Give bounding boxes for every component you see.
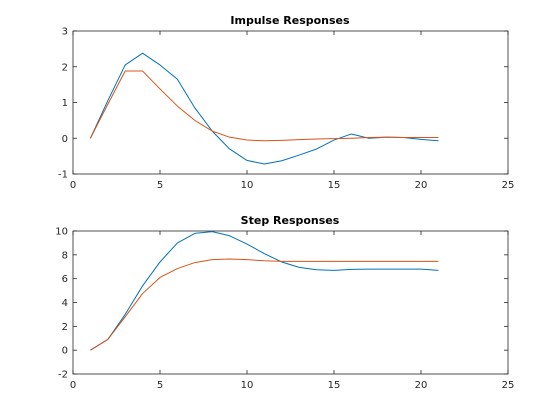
impulse-y-tick-label: 1 xyxy=(62,98,68,109)
step-axes-box xyxy=(72,230,509,375)
impulse-y-tick-label: 0 xyxy=(62,134,68,145)
impulse-x-tick-label: 20 xyxy=(415,180,428,191)
impulse-x-tick-label: 0 xyxy=(70,180,76,191)
step-y-tick-label: 8 xyxy=(62,250,68,261)
step-x-tick-label: 5 xyxy=(157,380,163,391)
impulse-x-tick-label: 25 xyxy=(502,180,515,191)
step-y-tick-label: 0 xyxy=(62,346,68,357)
impulse-series-2-line xyxy=(89,70,439,142)
step-x-tick-label: 10 xyxy=(241,380,254,391)
step-y-tick-label: 10 xyxy=(55,227,68,238)
impulse-axes-box xyxy=(72,30,509,175)
impulse-x-tick-label: 10 xyxy=(241,180,254,191)
impulse-chart-title: Impulse Responses xyxy=(230,14,350,27)
impulse-x-tick-label: 15 xyxy=(328,180,341,191)
impulse-x-tick-label: 5 xyxy=(157,180,163,191)
step-x-tick-label: 15 xyxy=(328,380,341,391)
step-y-tick-label: 2 xyxy=(62,322,68,333)
step-y-tick-label: -2 xyxy=(58,370,68,381)
step-y-tick-label: 4 xyxy=(62,298,68,309)
step-chart-title: Step Responses xyxy=(241,214,340,227)
step-series-2-line xyxy=(90,258,439,351)
impulse-y-tick-label: 2 xyxy=(62,62,68,73)
step-x-tick-label: 25 xyxy=(502,380,515,391)
step-x-tick-label: 20 xyxy=(415,380,428,391)
step-series-1-line xyxy=(90,231,439,351)
step-x-tick-label: 0 xyxy=(70,380,76,391)
step-y-tick-label: 6 xyxy=(62,274,68,285)
impulse-y-tick-label: -1 xyxy=(58,170,68,181)
impulse-y-tick-label: 3 xyxy=(62,27,68,38)
